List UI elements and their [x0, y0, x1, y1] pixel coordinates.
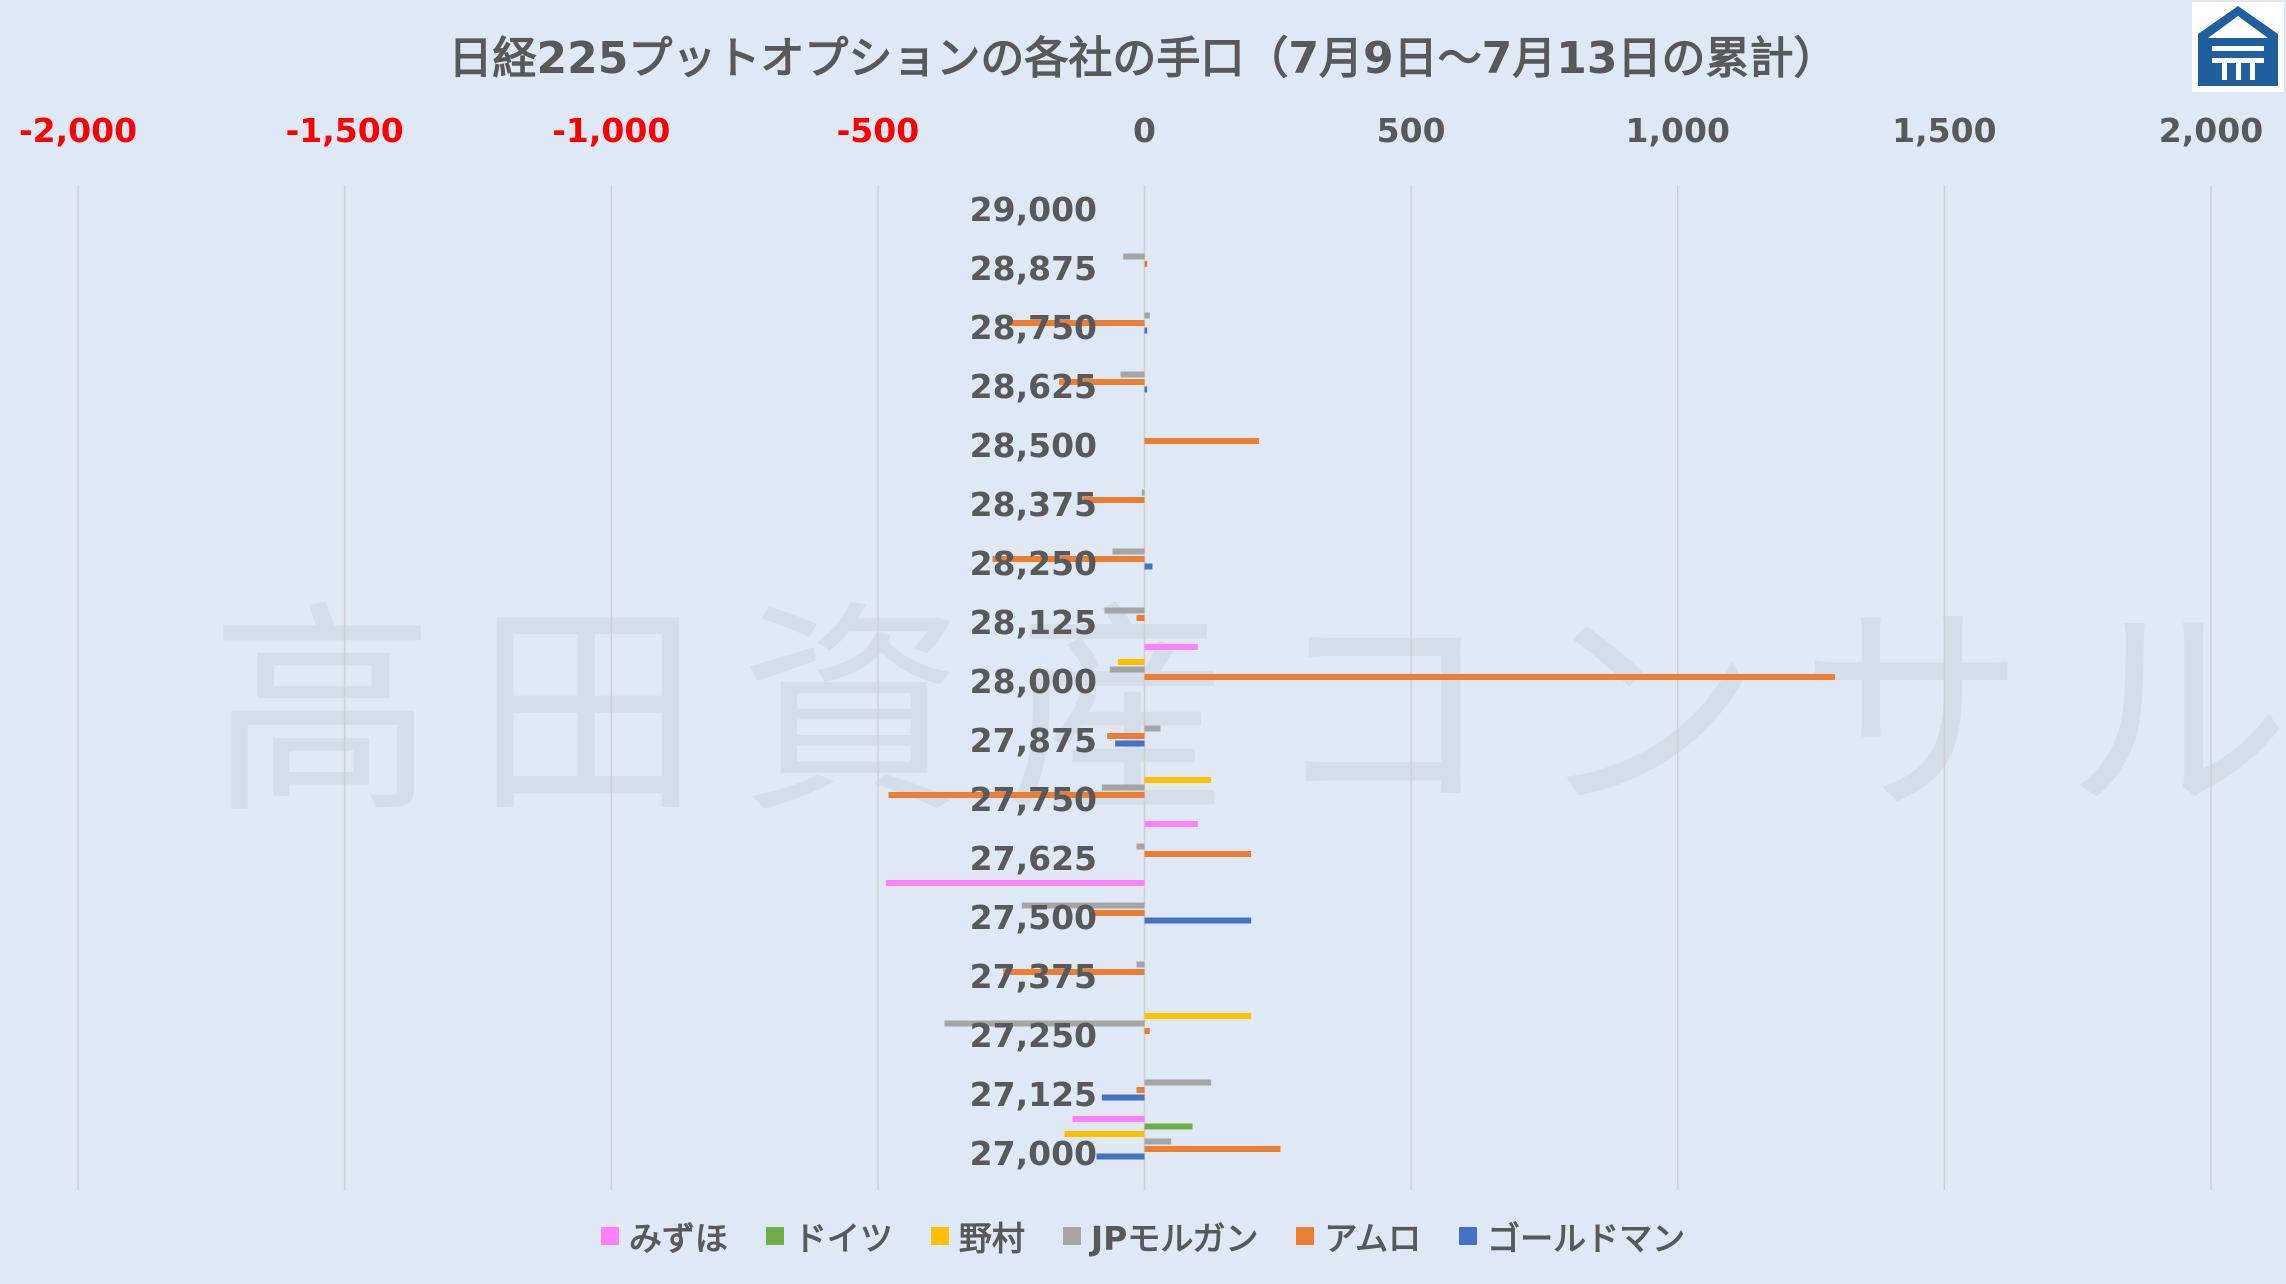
bar-2-16	[1064, 1131, 1145, 1137]
legend-swatch	[1062, 1227, 1081, 1245]
category-label: 27,375	[970, 957, 1097, 996]
watermark: 高田資産コンサル	[210, 530, 2286, 856]
bar-5-15	[1101, 1094, 1145, 1101]
x-tick-label: -1,500	[286, 111, 404, 150]
company-logo	[2192, 2, 2284, 92]
bar-5-3	[1144, 386, 1148, 393]
category-label: 28,125	[970, 603, 1097, 642]
category-label: 28,625	[970, 367, 1097, 406]
bar-4-2	[1011, 320, 1145, 326]
bar-4-8	[1144, 674, 1836, 680]
bar-3-6	[1112, 548, 1145, 555]
bar-1-16	[1144, 1123, 1193, 1130]
bar-5-12	[1144, 917, 1252, 924]
bar-3-16	[1144, 1138, 1172, 1145]
logo-emblem-icon	[2198, 6, 2278, 86]
category-label: 28,000	[970, 662, 1097, 701]
bar-0-11	[1144, 821, 1198, 827]
legend-label: 野村	[958, 1219, 1025, 1258]
bar-3-10	[1101, 784, 1145, 791]
bar-4-16	[1144, 1146, 1281, 1152]
legend-swatch	[1296, 1227, 1315, 1245]
bar-0-8	[1144, 644, 1198, 650]
category-label: 28,875	[970, 249, 1097, 288]
category-label: 28,500	[970, 426, 1097, 465]
bar-4-12	[1093, 910, 1145, 916]
x-tick-label: -500	[837, 111, 920, 150]
category-label: 27,250	[970, 1016, 1097, 1055]
bar-5-16	[1096, 1153, 1145, 1160]
bar-4-1	[1144, 261, 1148, 267]
legend-item: アムロ	[1296, 1212, 1421, 1260]
category-label: 27,625	[970, 839, 1097, 878]
legend-label: JPモルガン	[1090, 1219, 1259, 1258]
x-tick-label: 500	[1377, 111, 1446, 150]
bar-2-10	[1144, 777, 1212, 783]
category-label: 27,750	[970, 780, 1097, 819]
bar-3-2	[1144, 312, 1150, 319]
bar-3-14	[944, 1020, 1145, 1027]
legend-item: 野村	[930, 1212, 1025, 1260]
bar-4-4	[1144, 438, 1260, 444]
bar-3-7	[1104, 607, 1145, 614]
chart-title: 日経225プットオプションの各社の手口（7月9日～7月13日の累計）	[448, 33, 1838, 84]
bar-3-13	[1136, 961, 1145, 968]
bar-4-9	[1107, 733, 1145, 739]
bar-3-8	[1109, 666, 1145, 673]
bar-3-9	[1144, 725, 1161, 732]
legend-label: アムロ	[1324, 1219, 1422, 1258]
bar-5-6	[1144, 563, 1153, 570]
bar-4-10	[888, 792, 1145, 798]
category-label: 29,000	[970, 190, 1097, 229]
bar-4-13	[1003, 969, 1145, 975]
x-tick-label: 1,000	[1626, 111, 1730, 150]
category-label: 27,500	[970, 898, 1097, 937]
watermark-text: 高田資産コンサル	[210, 583, 2286, 845]
legend-label: ゴールドマン	[1487, 1219, 1686, 1258]
bar-4-7	[1136, 615, 1145, 621]
category-label: 27,000	[970, 1134, 1097, 1173]
legend-item: ゴールドマン	[1459, 1212, 1685, 1260]
legend-swatch	[600, 1227, 619, 1245]
bar-3-12	[1021, 902, 1145, 909]
category-label: 28,375	[970, 485, 1097, 524]
legend-item: ドイツ	[765, 1212, 893, 1260]
legend-swatch	[765, 1227, 784, 1245]
legend-item: JPモルガン	[1062, 1212, 1259, 1260]
x-tick-label: 2,000	[2159, 111, 2263, 150]
bar-4-14	[1144, 1028, 1150, 1034]
bar-4-15	[1136, 1087, 1145, 1093]
bar-5-9	[1115, 740, 1145, 747]
legend-label: ドイツ	[793, 1219, 893, 1258]
bar-3-5	[1141, 489, 1145, 496]
bar-2-8	[1117, 659, 1145, 665]
bar-3-15	[1144, 1079, 1212, 1086]
category-label: 28,750	[970, 308, 1097, 347]
bar-4-11	[1144, 851, 1252, 857]
bar-4-3	[1059, 379, 1145, 385]
category-label: 27,875	[970, 721, 1097, 760]
legend-label: みずほ	[628, 1219, 728, 1258]
bar-0-16	[1072, 1116, 1145, 1122]
legend: みずほ ドイツ 野村 JPモルガン アムロ ゴールドマン	[0, 1212, 2286, 1260]
x-tick-label: -1,000	[552, 111, 670, 150]
bar-0-12	[885, 880, 1145, 886]
bar-3-1	[1123, 253, 1145, 260]
bar-3-11	[1136, 843, 1145, 850]
legend-item: みずほ	[600, 1212, 728, 1260]
bar-4-5	[1083, 497, 1145, 503]
bar-5-2	[1144, 327, 1148, 334]
x-tick-label: -2,000	[19, 111, 137, 150]
category-label: 28,250	[970, 544, 1097, 583]
x-tick-label: 1,500	[1892, 111, 1996, 150]
category-label: 27,125	[970, 1075, 1097, 1114]
bar-4-6	[992, 556, 1145, 562]
legend-swatch	[1459, 1227, 1478, 1245]
bar-2-14	[1144, 1013, 1252, 1019]
x-tick-label: 0	[1133, 111, 1156, 150]
legend-swatch	[930, 1227, 949, 1245]
bar-3-3	[1120, 371, 1145, 378]
